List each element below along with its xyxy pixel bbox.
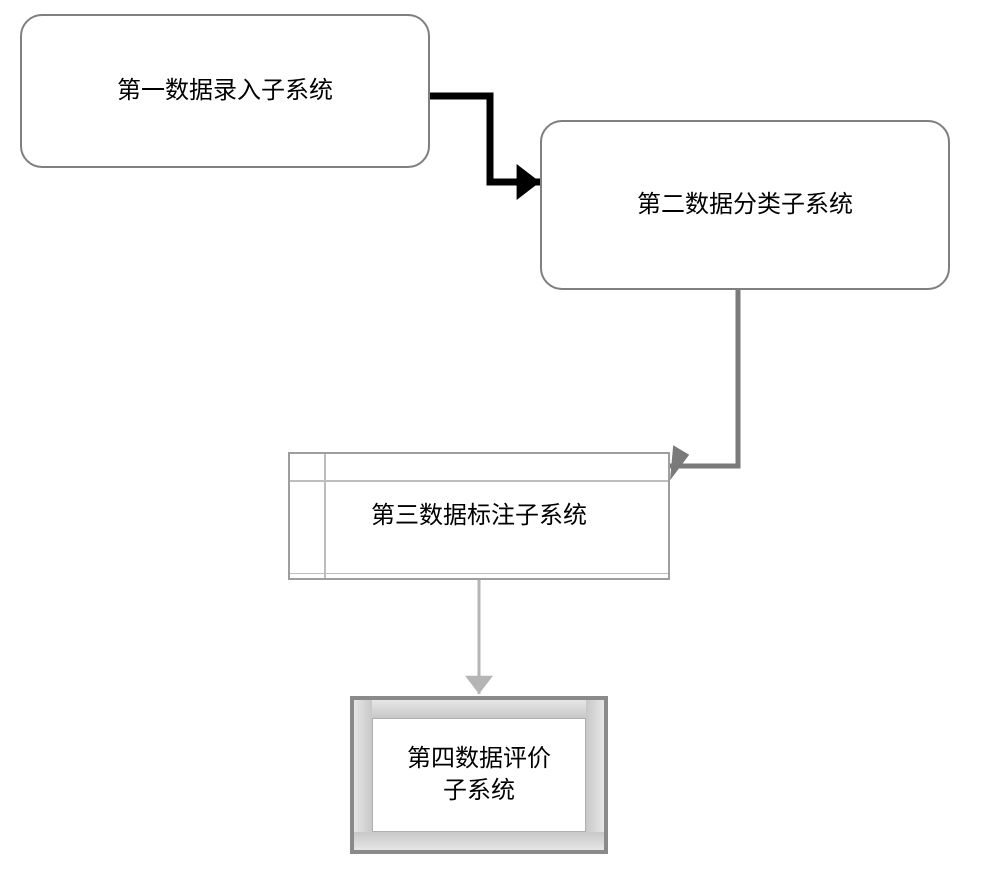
node-n1: 第一数据录入子系统 (20, 14, 430, 168)
node-label: 第四数据评价 子系统 (407, 743, 551, 808)
flowchart-canvas: 第一数据录入子系统第二数据分类子系统第三数据标注子系统第四数据评价 子系统 (0, 0, 1000, 891)
node-label: 第一数据录入子系统 (117, 75, 333, 107)
node-inner: 第四数据评价 子系统 (372, 718, 586, 832)
node-label: 第二数据分类子系统 (637, 189, 853, 221)
node-label: 第三数据标注子系统 (371, 500, 587, 532)
node-left-rail (290, 454, 326, 578)
bevel-edge (586, 700, 604, 850)
node-bottom-rail (290, 573, 668, 574)
bevel-edge (354, 832, 604, 850)
bevel-edge (354, 700, 604, 718)
node-n4: 第四数据评价 子系统 (350, 696, 608, 854)
node-n3: 第三数据标注子系统 (288, 452, 670, 580)
bevel-edge (354, 700, 372, 850)
node-n2: 第二数据分类子系统 (540, 120, 950, 290)
node-header-rail (290, 454, 668, 482)
